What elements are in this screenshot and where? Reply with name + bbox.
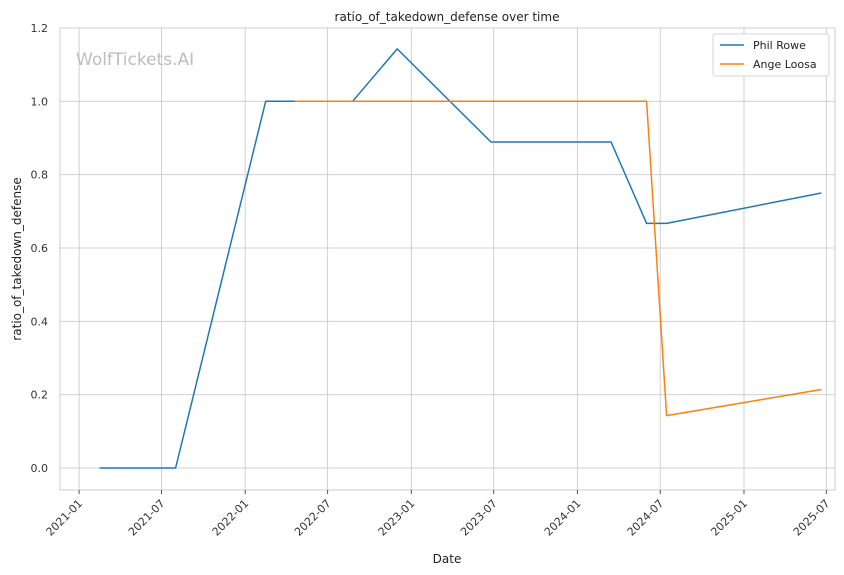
x-tick-label: 2025-01 [708, 497, 750, 539]
y-tick-label: 1.0 [31, 95, 49, 108]
x-tick-label: 2024-01 [542, 497, 584, 539]
series-lines [99, 48, 822, 469]
x-tick-label: 2023-01 [376, 497, 418, 539]
series-line-phil-rowe [99, 48, 822, 469]
x-tick-label: 2023-07 [458, 497, 500, 539]
x-tick-label: 2025-07 [791, 497, 833, 539]
legend-label-ange-loosa: Ange Loosa [753, 58, 817, 71]
grid [60, 27, 835, 490]
plot-frame [59, 27, 836, 491]
legend: Phil Rowe Ange Loosa [712, 33, 830, 77]
y-tick-label: 0.8 [31, 169, 49, 182]
legend-label-phil-rowe: Phil Rowe [753, 39, 806, 52]
x-tick-label: 2021-01 [44, 497, 86, 539]
x-tick-label: 2022-07 [292, 497, 334, 539]
chart-title: ratio_of_takedown_defense over time [335, 10, 560, 24]
y-tick-label: 0.6 [31, 242, 49, 255]
watermark: WolfTickets.AI [76, 50, 194, 70]
y-axis-ticks: 0.0 0.2 0.4 0.6 0.8 1.0 1.2 [31, 22, 49, 475]
x-axis-ticks: 2021-01 2021-07 2022-01 2022-07 2023-01 2023-… [44, 490, 833, 539]
y-tick-label: 0.2 [31, 389, 49, 402]
y-tick-label: 0.0 [31, 462, 49, 475]
series-line-ange-loosa [294, 100, 822, 417]
y-tick-label: 0.4 [31, 315, 49, 328]
x-tick-label: 2024-07 [625, 497, 667, 539]
y-tick-label: 1.2 [31, 22, 49, 35]
x-axis-title: Date [433, 552, 462, 566]
x-tick-label: 2022-01 [210, 497, 252, 539]
y-axis-title: ratio_of_takedown_defense [10, 177, 24, 340]
x-tick-label: 2021-07 [126, 497, 168, 539]
